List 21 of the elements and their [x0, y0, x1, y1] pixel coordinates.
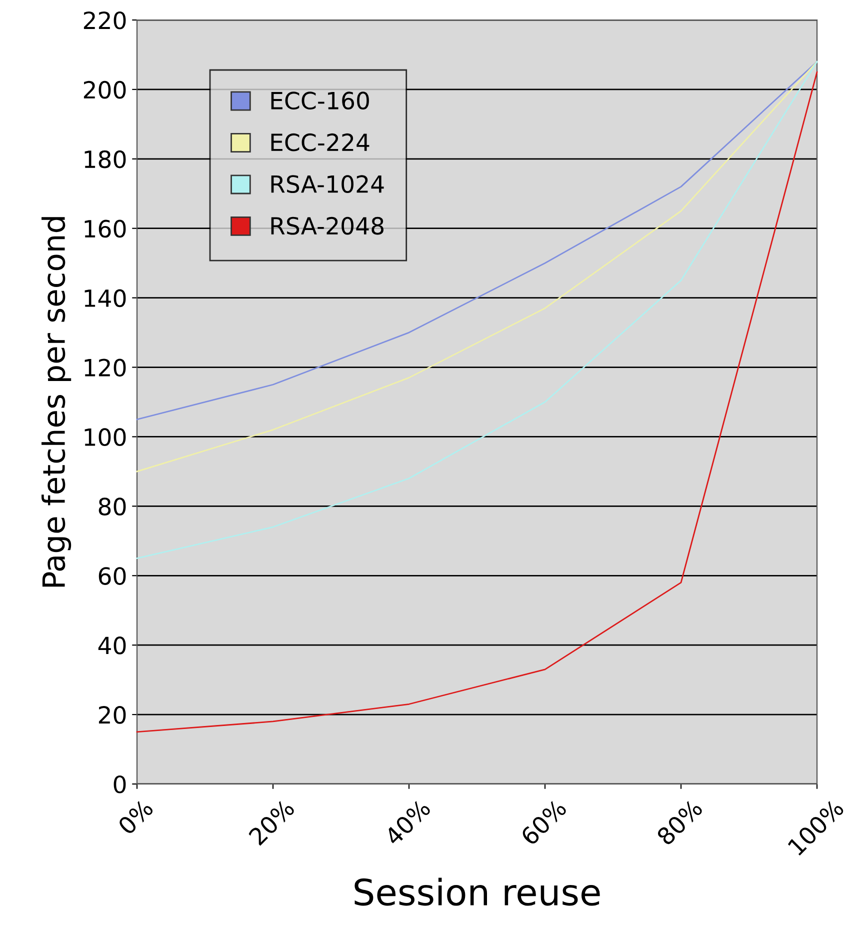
y-tick-label: 200: [84, 80, 126, 99]
y-tick-label: 40: [98, 636, 126, 654]
y-tick-label: 160: [84, 220, 126, 238]
x-tick-label: 0%: [117, 798, 154, 836]
line-series: [136, 71, 818, 733]
y-tick-label: 0: [114, 775, 126, 794]
x-axis-title: Session reuse: [354, 878, 600, 906]
line-series: [136, 60, 818, 559]
y-tick-label: 80: [98, 498, 126, 516]
legend-label: RSA-2048: [271, 216, 384, 235]
y-tick-label: 120: [84, 358, 126, 377]
y-tick-label: 60: [98, 567, 126, 585]
legend-label: RSA-1024: [271, 175, 384, 194]
y-axis-title: Page fetches per second: [42, 217, 72, 587]
y-tick-label: 180: [84, 150, 126, 168]
legend-label: ECC-224: [271, 133, 370, 152]
y-tick-label: 140: [84, 289, 126, 308]
legend-label: ECC-160: [271, 92, 369, 110]
y-tick-label: 20: [98, 706, 126, 724]
y-tick-label: 220: [84, 11, 126, 30]
y-tick-label: 100: [84, 428, 126, 446]
